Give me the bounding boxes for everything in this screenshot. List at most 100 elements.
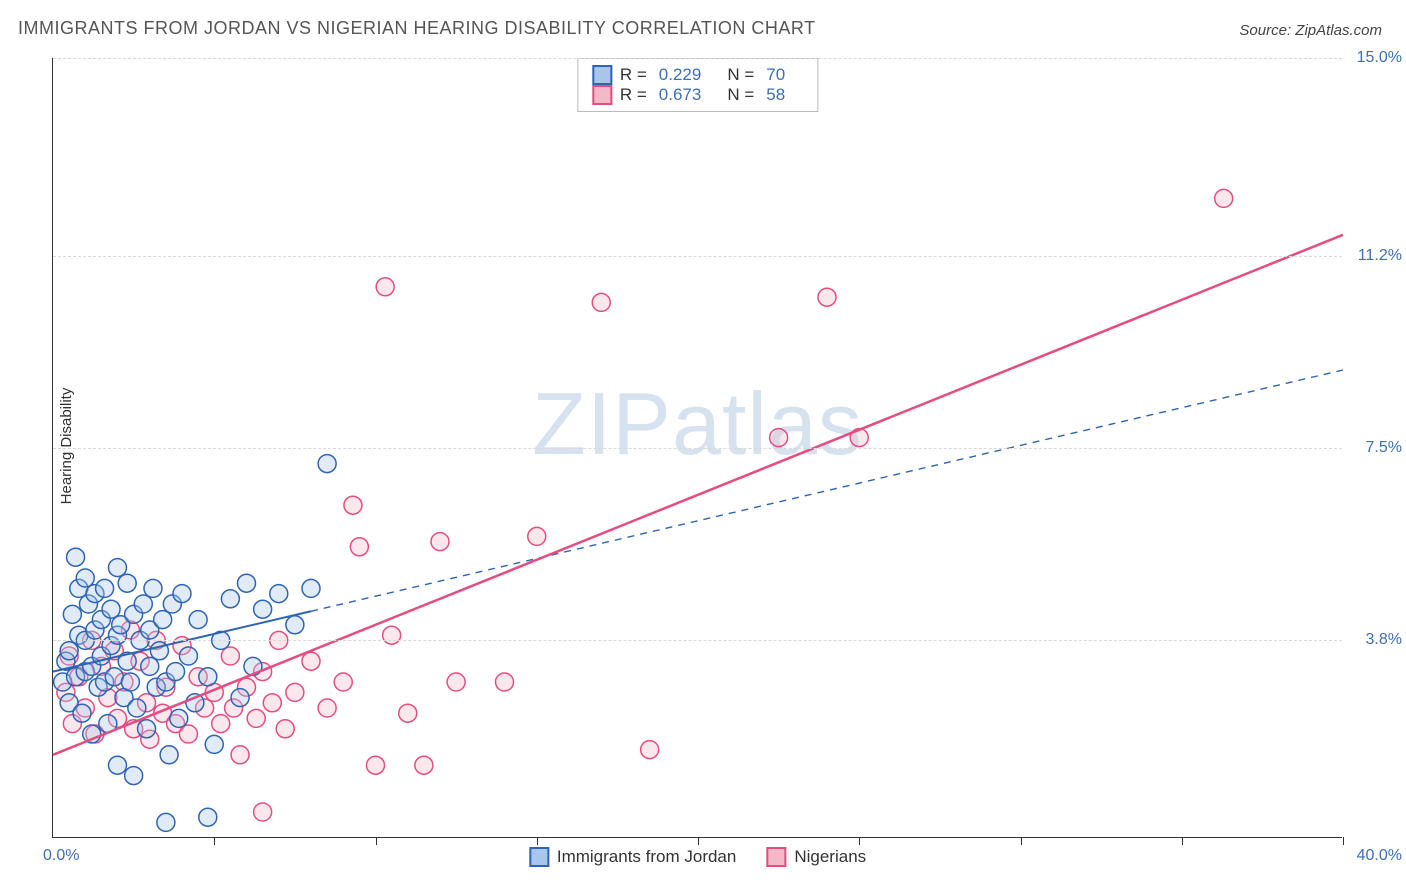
scatter-point [383, 626, 401, 644]
legend-series-item: Immigrants from Jordan [529, 847, 737, 867]
scatter-point [141, 657, 159, 675]
x-tick [537, 837, 538, 845]
scatter-point [138, 720, 156, 738]
plot-area: ZIPatlas R =0.229N =70R =0.673N =58 0.0%… [52, 58, 1342, 838]
scatter-point [67, 548, 85, 566]
gridline [53, 640, 1342, 641]
scatter-point [199, 668, 217, 686]
scatter-point [205, 735, 223, 753]
y-tick-label: 11.2% [1358, 247, 1402, 265]
scatter-point [1215, 189, 1233, 207]
scatter-point [318, 455, 336, 473]
scatter-point [641, 741, 659, 759]
scatter-point [76, 569, 94, 587]
scatter-point [447, 673, 465, 691]
scatter-point [179, 725, 197, 743]
scatter-point [350, 538, 368, 556]
scatter-point [221, 590, 239, 608]
r-label: R = [620, 65, 647, 85]
chart-container: IMMIGRANTS FROM JORDAN VS NIGERIAN HEARI… [0, 0, 1406, 892]
r-label: R = [620, 85, 647, 105]
scatter-point [286, 683, 304, 701]
scatter-point [399, 704, 417, 722]
scatter-point [302, 652, 320, 670]
scatter-point [102, 600, 120, 618]
scatter-point [173, 585, 191, 603]
x-tick [1021, 837, 1022, 845]
x-axis-min-label: 0.0% [43, 847, 79, 865]
scatter-point [212, 715, 230, 733]
source-link[interactable]: ZipAtlas.com [1295, 22, 1382, 39]
scatter-point [199, 808, 217, 826]
legend-swatch [592, 85, 612, 105]
y-tick-label: 15.0% [1357, 49, 1402, 67]
legend-series-label: Immigrants from Jordan [557, 847, 737, 867]
legend-swatch [766, 847, 786, 867]
n-value: 58 [766, 85, 785, 105]
scatter-point [286, 616, 304, 634]
x-tick [1182, 837, 1183, 845]
scatter-point [157, 813, 175, 831]
scatter-point [170, 709, 188, 727]
r-value: 0.229 [659, 65, 702, 85]
scatter-point [254, 803, 272, 821]
scatter-point [376, 278, 394, 296]
scatter-point [154, 611, 172, 629]
y-tick-label: 7.5% [1366, 439, 1402, 457]
scatter-point [63, 605, 81, 623]
x-tick [859, 837, 860, 845]
legend-stats: R = 0.229 N = 70 R = 0.673 N = 58 [577, 58, 818, 112]
scatter-point [144, 579, 162, 597]
legend-series-label: Nigerians [794, 847, 866, 867]
scatter-point [270, 585, 288, 603]
x-tick [698, 837, 699, 845]
trend-line [53, 235, 1343, 755]
scatter-point [415, 756, 433, 774]
gridline [53, 448, 1342, 449]
scatter-point [109, 756, 127, 774]
legend-series: Immigrants from Jordan Nigerians [529, 847, 866, 867]
scatter-point [254, 600, 272, 618]
scatter-point [263, 694, 281, 712]
x-tick [214, 837, 215, 845]
scatter-point [318, 699, 336, 717]
source-prefix: Source: [1239, 22, 1295, 39]
scatter-point [818, 288, 836, 306]
n-label: N = [727, 85, 754, 105]
trend-line-dashed [311, 370, 1343, 611]
legend-swatch [592, 65, 612, 85]
scatter-point [160, 746, 178, 764]
y-tick-label: 3.8% [1366, 631, 1402, 649]
gridline [53, 256, 1342, 257]
n-value: 70 [766, 65, 785, 85]
scatter-point [770, 429, 788, 447]
scatter-point [302, 579, 320, 597]
gridline [53, 58, 1342, 59]
scatter-point [73, 704, 91, 722]
scatter-point [231, 689, 249, 707]
scatter-point [128, 699, 146, 717]
scatter-point [179, 647, 197, 665]
scatter-point [118, 574, 136, 592]
x-tick [376, 837, 377, 845]
scatter-point [367, 756, 385, 774]
scatter-point [60, 642, 78, 660]
n-label: N = [727, 65, 754, 85]
scatter-point [105, 668, 123, 686]
legend-stat-row: R = 0.229 N = 70 [592, 65, 803, 85]
scatter-point [221, 647, 239, 665]
scatter-point [431, 533, 449, 551]
scatter-point [238, 574, 256, 592]
legend-swatch [529, 847, 549, 867]
scatter-point [121, 673, 139, 691]
source-attribution: Source: ZipAtlas.com [1239, 22, 1382, 39]
scatter-point [344, 496, 362, 514]
scatter-point [496, 673, 514, 691]
scatter-point [528, 527, 546, 545]
x-tick [1343, 837, 1344, 845]
x-axis-max-label: 40.0% [1357, 847, 1402, 865]
scatter-point [247, 709, 265, 727]
r-value: 0.673 [659, 85, 702, 105]
scatter-point [134, 595, 152, 613]
scatter-point [109, 559, 127, 577]
